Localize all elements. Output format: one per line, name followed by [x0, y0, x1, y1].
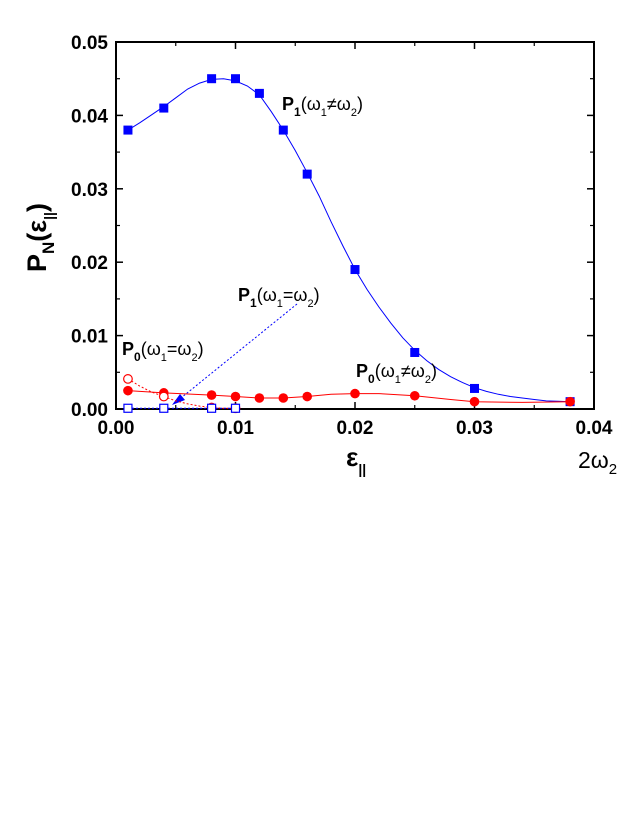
y-tick-label: 0.03	[71, 180, 108, 201]
x-axis-extra-label: 2ω2	[578, 447, 617, 478]
data-point-series-0	[159, 103, 169, 113]
data-point-series-1	[206, 390, 217, 400]
y-tick-label: 0.00	[71, 400, 108, 421]
y-tick-label: 0.02	[71, 253, 108, 274]
y-tick-label: 0.01	[71, 327, 108, 348]
annotation-arrow-line	[175, 303, 298, 403]
data-point-series-0	[231, 74, 240, 84]
data-point-series-2	[123, 374, 133, 384]
data-point-series-1	[123, 385, 133, 396]
x-axis-label: ε||	[346, 442, 366, 477]
axis-tick-labels: 0.00 0.01 0.02 0.03 0.04 0.00 0.01 0.02 0.03 0.04…	[71, 33, 613, 439]
data-point-series-0	[207, 74, 217, 84]
data-point-series-3	[123, 403, 133, 413]
series-line-0	[127, 78, 571, 403]
data-point-series-0	[123, 125, 133, 135]
data-point-series-1	[409, 390, 420, 401]
x-tick-label: 0.00	[98, 418, 135, 439]
y-axis-label: PN(ε||)	[22, 203, 58, 272]
data-point-series-3	[159, 403, 169, 413]
x-tick-label: 0.01	[217, 418, 254, 439]
data-point-series-1	[278, 393, 289, 403]
data-point-series-3	[230, 403, 241, 413]
x-tick-label: 0.04	[576, 418, 613, 439]
y-tick-label: 0.05	[71, 33, 108, 54]
data-point-series-0	[254, 88, 264, 98]
data-point-series-0	[278, 125, 288, 135]
data-point-series-1	[254, 393, 265, 403]
annotation-p1-eq: P1(ω1=ω2)	[238, 285, 320, 310]
data-point-series-1	[230, 391, 241, 402]
data-point-series-0	[302, 169, 312, 179]
x-tick-label: 0.03	[456, 418, 493, 439]
series-curves	[127, 78, 571, 409]
series-markers	[123, 74, 575, 414]
data-point-series-0	[470, 383, 479, 393]
y-tick-label: 0.04	[71, 106, 108, 127]
data-point-series-2	[158, 391, 169, 402]
annotation-p0-neq: P0(ω1≠ω2)	[356, 361, 437, 386]
annotation-p1-neq: P1(ω1≠ω2)	[282, 94, 363, 119]
data-point-series-1	[469, 396, 480, 407]
data-point-series-0	[410, 347, 420, 357]
data-point-series-1	[565, 396, 575, 407]
series-line-1	[127, 390, 571, 403]
annotation-arrow-head	[172, 394, 185, 405]
data-point-series-1	[302, 391, 313, 402]
data-point-series-1	[350, 388, 360, 399]
x-tick-label: 0.02	[337, 418, 374, 439]
data-point-series-0	[350, 265, 360, 275]
data-point-series-3	[207, 403, 217, 413]
series-line-2	[127, 378, 236, 409]
annotation-p0-eq: P0(ω1=ω2)	[122, 339, 204, 364]
